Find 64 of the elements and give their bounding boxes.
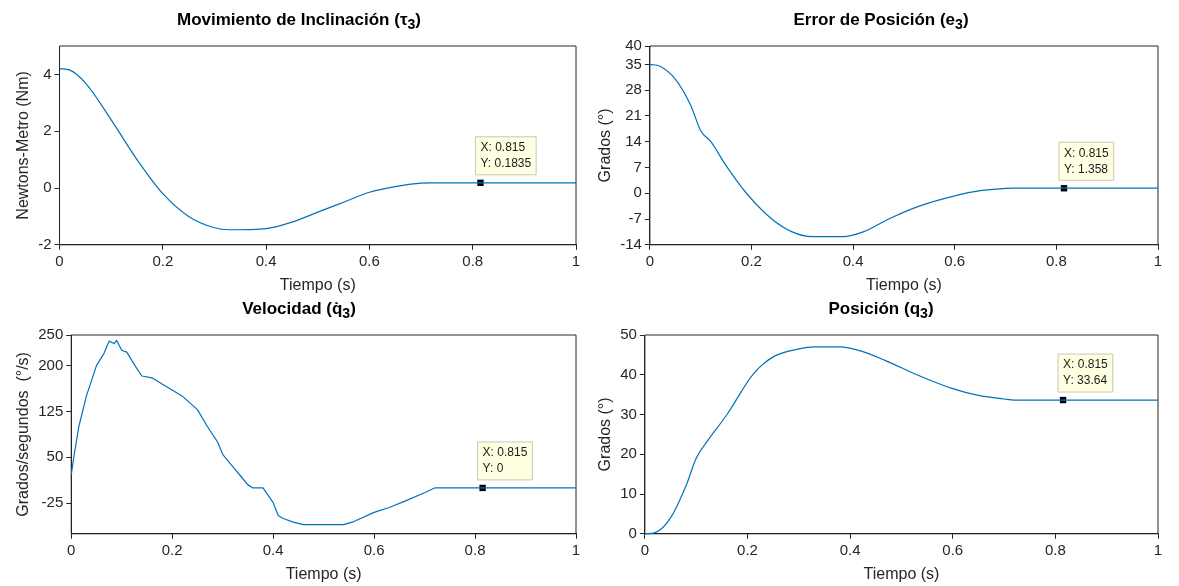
- y-tick-label: 50: [620, 325, 637, 343]
- x-tick-label: 0.2: [152, 251, 174, 269]
- chart-title: Posición (q$_{3}$): [827, 298, 935, 323]
- x-tick-label: 0.8: [462, 251, 484, 269]
- x-tick-label: 0.6: [363, 540, 385, 558]
- x-tick-label: 0.8: [1044, 540, 1066, 558]
- x-tick-label: 0.6: [944, 251, 966, 269]
- annotation: X: 0.815 Y: 0.1835: [480, 140, 532, 171]
- y-tick-label: 20: [620, 444, 637, 462]
- y-tick-label: -7: [628, 209, 642, 227]
- y-tick-label: 200: [38, 355, 64, 373]
- x-tick-label: 0.4: [842, 251, 864, 269]
- x-axis-title: Tiempo (s): [863, 564, 940, 582]
- y-axis-title: Grados (°): [596, 108, 614, 183]
- x-tick-label: 0.2: [737, 540, 758, 558]
- y-tick-label: -14: [620, 234, 642, 252]
- y-tick-label: 0: [628, 523, 637, 541]
- x-tick-label: 1: [571, 251, 581, 269]
- x-tick-label: 0.4: [839, 540, 861, 558]
- y-tick-label: -2: [38, 234, 52, 252]
- y-tick-label: 35: [625, 54, 642, 72]
- line-series: [58, 68, 577, 231]
- y-axis-title: Grados/segundos (°/s): [14, 352, 32, 517]
- annotation: X: 0.815 Y: 33.64: [1063, 357, 1109, 388]
- x-tick-label: 1: [571, 540, 581, 558]
- y-tick-label: 4: [43, 64, 52, 82]
- x-tick-label: 0.6: [942, 540, 964, 558]
- y-tick-label: 0: [633, 183, 642, 201]
- y-tick-label: 50: [46, 447, 64, 465]
- x-tick-label: 0.4: [262, 540, 284, 558]
- y-tick-label: 250: [38, 325, 64, 343]
- annotation: X: 0.815 Y: 1.358: [1064, 145, 1110, 176]
- x-tick-label: 1: [1153, 540, 1163, 558]
- x-tick-label: 1: [1153, 251, 1163, 269]
- y-axis-title: Grados (°): [596, 397, 614, 472]
- chart-title: Error de Posición (e$_{3}$): [792, 9, 970, 34]
- x-axis-title: Tiempo (s): [279, 275, 356, 293]
- chart-title: Movimiento de Inclinación (τ$_{3}$): [175, 9, 422, 34]
- x-axis-title: Tiempo (s): [866, 275, 942, 293]
- x-tick-label: 0: [645, 251, 655, 269]
- y-tick-label: 30: [620, 404, 637, 422]
- line-series: [649, 63, 1159, 238]
- y-tick-label: 0: [43, 178, 52, 196]
- x-tick-label: 0.8: [464, 540, 486, 558]
- y-tick-label: 21: [625, 106, 642, 124]
- y-tick-label: -25: [41, 493, 64, 511]
- y-tick-label: 40: [625, 36, 642, 54]
- x-axis-title: Tiempo (s): [285, 564, 362, 582]
- chart-title: Velocidad (q̇$_{3}$): [241, 298, 357, 323]
- annotation: X: 0.815 Y: 0: [482, 445, 528, 476]
- y-tick-label: 7: [633, 157, 642, 175]
- x-tick-label: 0: [67, 540, 76, 558]
- x-tick-label: 0.2: [161, 540, 183, 558]
- y-tick-label: 14: [625, 131, 642, 149]
- x-tick-label: 0.8: [1045, 251, 1067, 269]
- y-tick-label: 28: [625, 80, 642, 98]
- y-tick-label: 10: [620, 484, 637, 502]
- y-axis-title: Newtons-Metro (Nm): [14, 71, 32, 220]
- x-tick-label: 0.2: [741, 251, 762, 269]
- y-tick-label: 40: [620, 364, 637, 382]
- y-tick-label: 2: [43, 121, 52, 139]
- y-tick-label: 125: [38, 401, 64, 419]
- x-tick-label: 0.4: [255, 251, 277, 269]
- x-tick-label: 0.6: [358, 251, 380, 269]
